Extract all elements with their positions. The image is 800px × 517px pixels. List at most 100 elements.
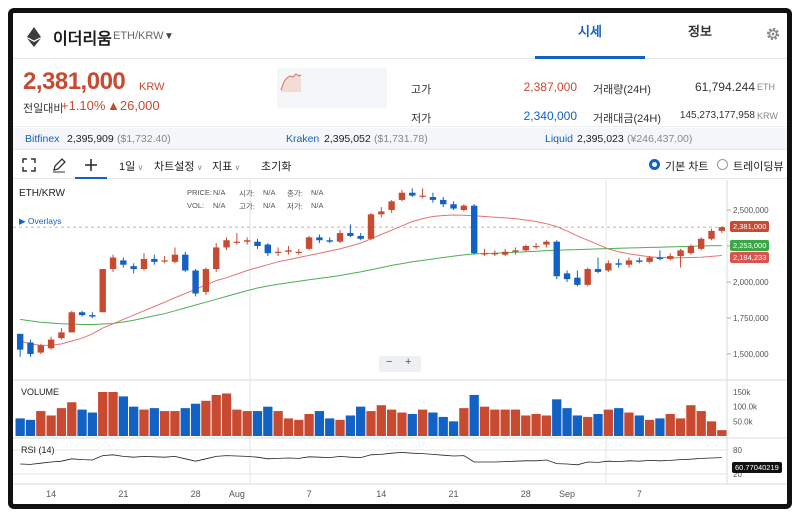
chart-settings-menu[interactable]: 차트설정 ∨ [154,158,203,174]
volume-bar [397,412,407,436]
candle-body [171,254,179,262]
volume-bar [67,402,77,436]
volume-bar [283,418,294,436]
basic-chart-radio[interactable] [649,159,660,170]
candle-body [109,257,117,270]
candle-body [202,269,210,293]
candle-body [574,277,581,285]
candle-body [594,269,602,272]
volume-label: VOLUME [21,387,60,397]
tab-price[interactable]: 시세 [535,13,645,59]
volume-bar [77,409,87,436]
time-tick-label: 28 [191,489,201,499]
zoom-out-button[interactable]: − [386,356,393,368]
candle-body [718,227,726,231]
candle-body [305,237,313,249]
interval-select[interactable]: 1일 ∨ [119,158,143,174]
candle-body [120,260,127,265]
volume-bar [87,412,98,436]
volume-bar [614,408,624,436]
candle-body [161,260,168,262]
candle-body [274,251,282,253]
volume-bar [686,405,696,436]
exchange-name-liquid[interactable]: Liquid [545,133,574,145]
volume-bar [180,408,190,436]
tab-info[interactable]: 정보 [688,24,712,39]
candle-body [491,253,499,255]
pencil-icon[interactable] [51,157,67,173]
exchange-name-bitfinex[interactable]: Bitfinex [25,133,60,145]
candle-body [409,192,416,196]
time-tick-label: 21 [449,489,459,499]
crosshair-icon[interactable] [83,157,99,173]
volume-bar [345,415,356,436]
price-tick-label: 1,500,000 [733,350,769,359]
ohlc-low-value: N/A [311,201,324,210]
time-tick-label: Aug [229,489,245,499]
volume-bar [696,411,706,436]
fullscreen-icon[interactable] [21,157,37,173]
candle-body [367,214,375,239]
ma-short-tag: 2,184,233 [730,252,770,263]
volume-bar [314,411,325,436]
volume-bar [46,415,56,436]
volume-bar [36,411,46,436]
candle-body [58,332,65,339]
volume-bar [624,412,634,436]
price-tick-label: 2,000,000 [733,278,769,287]
ma-long-tag: 2,253,000 [730,240,770,251]
volume-bar [159,411,170,436]
volume-bar [376,405,386,436]
mini-sparkline [277,68,387,108]
volume-bar [634,415,644,436]
header: 이더리움 ETH/KRW ▼ 시세 정보 [13,13,787,59]
volume-bar [118,396,128,436]
gear-icon[interactable] [765,26,781,42]
basic-chart-label[interactable]: 기본 차트 [665,161,709,173]
chart-canvas[interactable]: 2,500,0002,250,0002,000,0001,750,0001,50… [13,180,787,504]
pair-dropdown-icon[interactable]: ▼ [164,31,174,42]
change-amount: ▲26,000 [107,98,160,113]
low-label: 저가 [411,113,432,125]
indicators-menu[interactable]: 지표 ∨ [212,158,240,174]
zoom-in-button[interactable]: + [405,356,412,368]
coin-name: 이더리움 [53,31,112,48]
exchange-sub-kraken: ($1,731.78) [374,133,428,145]
high-label: 고가 [411,84,432,96]
overlays-toggle[interactable]: ▶ Overlays [19,216,61,227]
tradingview-radio[interactable] [717,159,728,170]
volume-bar [448,421,459,436]
candle-body [440,199,447,205]
interval-label: 1일 [119,161,136,173]
candle-body [27,342,34,354]
volume-bar [386,409,397,436]
volume-bar [263,406,273,436]
amount-24h-value: 145,273,177,958 [679,110,755,121]
volume-bar [232,409,242,436]
volume-bar [665,414,675,436]
chevron-down-icon: ∨ [135,163,144,172]
candle-body [388,201,395,210]
volume-bar [428,412,438,436]
price-chart[interactable]: 2,500,0002,250,0002,000,0001,750,0001,50… [13,180,787,504]
volume-bar [201,400,211,436]
tradingview-label[interactable]: 트레이딩뷰 [733,161,784,173]
volume-bar [552,399,562,436]
volume-bar [335,419,345,436]
reset-button[interactable]: 초기화 [261,161,292,173]
exchange-bar: Bitfinex 2,395,909 ($1,732.40) Kraken 2,… [13,128,787,150]
volume-bar [149,408,159,436]
volume-bar [655,418,665,436]
volume-bar [521,415,531,436]
exchange-name-kraken[interactable]: Kraken [286,133,320,145]
candle-body [130,266,137,270]
candle-body [316,237,323,241]
volume-bar [242,411,252,436]
candle-body [99,269,106,313]
volume-bar [417,409,428,436]
candle-body [223,240,230,248]
current-price-unit: KRW [139,81,165,93]
time-tick-label: 28 [521,489,531,499]
candle-body [512,250,519,252]
ohlc-high-label: 고가: [239,202,255,211]
